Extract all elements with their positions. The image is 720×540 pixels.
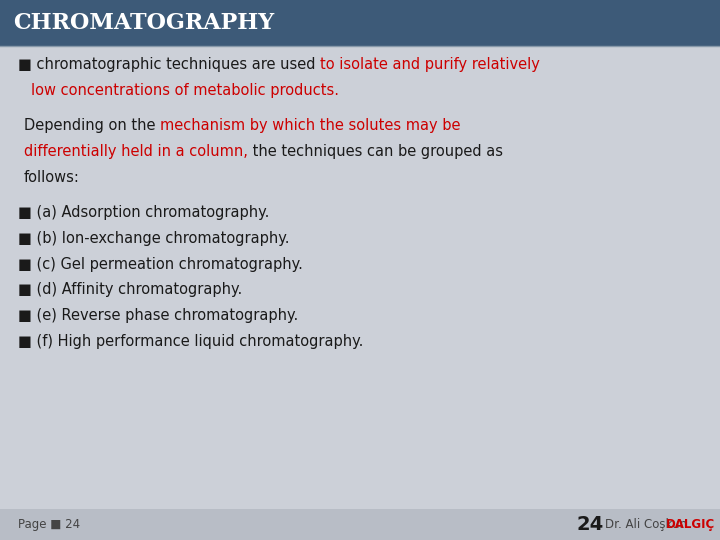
Text: ■ (e) Reverse phase chromatography.: ■ (e) Reverse phase chromatography. <box>18 308 298 323</box>
Text: the techniques can be grouped as: the techniques can be grouped as <box>248 144 503 159</box>
Text: ■ chromatographic techniques are used: ■ chromatographic techniques are used <box>18 57 320 72</box>
Text: differentially held in a column,: differentially held in a column, <box>24 144 248 159</box>
Text: CHROMATOGRAPHY: CHROMATOGRAPHY <box>13 12 274 34</box>
Text: ■ (f) High performance liquid chromatography.: ■ (f) High performance liquid chromatogr… <box>18 334 364 349</box>
Text: Page ■ 24: Page ■ 24 <box>18 518 80 531</box>
Text: follows:: follows: <box>24 170 80 185</box>
Text: ■ (a) Adsorption chromatography.: ■ (a) Adsorption chromatography. <box>18 205 269 220</box>
Text: mechanism by which the solutes may be: mechanism by which the solutes may be <box>160 118 460 133</box>
Text: Depending on the: Depending on the <box>24 118 160 133</box>
Text: ■ (b) Ion-exchange chromatography.: ■ (b) Ion-exchange chromatography. <box>18 231 289 246</box>
Text: ■ (c) Gel permeation chromatography.: ■ (c) Gel permeation chromatography. <box>18 256 303 272</box>
Text: 24: 24 <box>576 515 603 534</box>
Text: ■ (d) Affinity chromatography.: ■ (d) Affinity chromatography. <box>18 282 242 298</box>
Text: to isolate and purify relatively: to isolate and purify relatively <box>320 57 540 72</box>
Text: DALGIÇ: DALGIÇ <box>666 518 715 531</box>
Text: Dr. Ali Coşkun: Dr. Ali Coşkun <box>605 518 690 531</box>
Text: low concentrations of metabolic products.: low concentrations of metabolic products… <box>31 83 339 98</box>
